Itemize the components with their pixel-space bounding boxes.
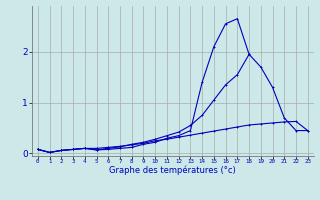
X-axis label: Graphe des températures (°c): Graphe des températures (°c) [109, 166, 236, 175]
